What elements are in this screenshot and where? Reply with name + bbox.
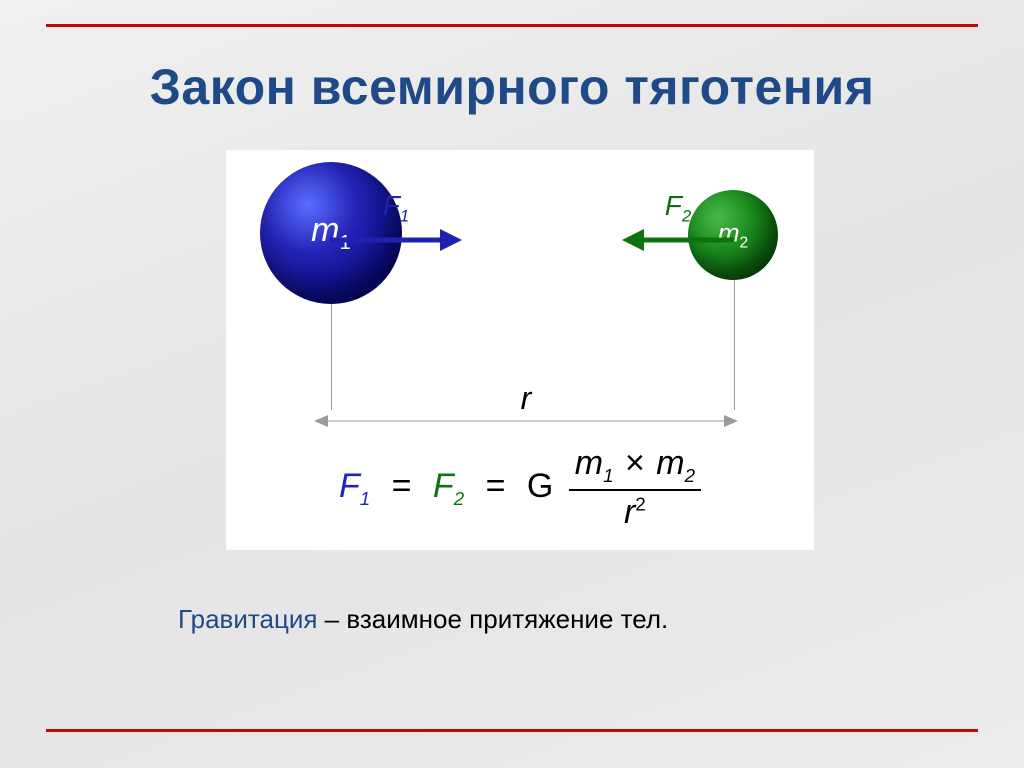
page-title: Закон всемирного тяготения <box>0 58 1024 116</box>
caption-rest: – взаимное притяжение тел. <box>317 604 668 634</box>
force-1-arrow: F1 <box>330 228 462 252</box>
title-word-1: Закон <box>150 59 297 115</box>
formula-numerator: m1 × m2 <box>569 444 701 489</box>
force-2-label: F2 <box>665 190 691 227</box>
title-word-2: всемирного <box>311 59 610 115</box>
caption: Гравитация – взаимное притяжение тел. <box>178 604 668 635</box>
formula-fraction: m1 × m2 r2 <box>569 444 701 532</box>
force-2-arrow: F2 <box>622 228 734 252</box>
force-1-label: F1 <box>383 190 409 227</box>
formula-F2: F2 <box>433 467 464 505</box>
formula-eq-1: = <box>380 467 424 505</box>
formula-F1: F1 <box>339 467 370 505</box>
title-word-3: тяготения <box>624 59 874 115</box>
caption-keyword: Гравитация <box>178 604 317 634</box>
formula-denominator: r2 <box>569 489 701 532</box>
distance-indicator: r <box>314 380 738 434</box>
distance-arrow-icon <box>314 413 738 429</box>
formula-G: G <box>527 467 553 505</box>
arrow-left-icon <box>622 228 734 252</box>
formula-eq-2: = <box>474 467 518 505</box>
rule-top <box>46 24 978 27</box>
rule-bottom <box>46 729 978 732</box>
diagram-card: m1 m2 F1 F2 r F1 <box>226 150 814 550</box>
arrow-right-icon <box>330 228 462 252</box>
formula: F1 = F2 = G m1 × m2 r2 <box>226 444 814 532</box>
distance-label: r <box>314 380 738 417</box>
